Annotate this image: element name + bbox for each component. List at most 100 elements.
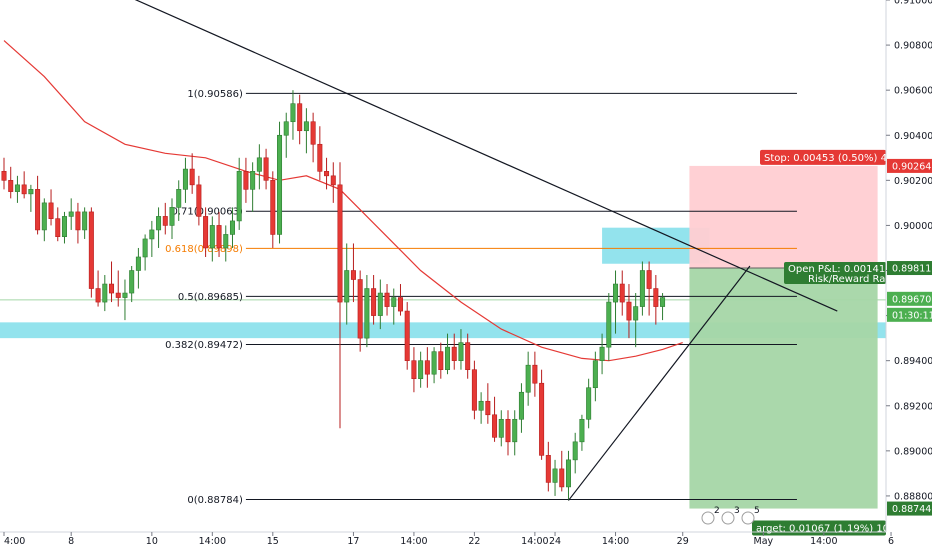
trendlines-layer [0, 0, 838, 501]
pnl-label-box [784, 262, 886, 285]
event-badge-count: 3 [734, 506, 740, 516]
candle-body [216, 225, 222, 249]
candle-body [572, 441, 578, 461]
event-badge-icon[interactable] [701, 511, 715, 525]
candle-body [169, 207, 175, 226]
target-label-text: arget: 0.01067 (1.19%) 106 [756, 524, 895, 535]
price-label-box [887, 261, 932, 276]
candle-body [626, 301, 632, 321]
candle-body [156, 216, 162, 231]
fib-level-label: 0.382(0.89472) [165, 340, 243, 351]
ascending-trendline[interactable] [568, 265, 751, 501]
stop-label-text: Stop: 0.00453 (0.50%) 45 [764, 153, 893, 164]
time-tick-label: 24 [549, 536, 561, 547]
candle-body [337, 184, 343, 303]
candle-body [485, 400, 491, 416]
time-tick-label: 4:00 [4, 536, 25, 547]
time-tick-label: 22 [468, 536, 480, 547]
time-tick-label: May [754, 536, 774, 547]
candle-body [458, 342, 464, 361]
candle-body [122, 292, 128, 298]
fib-level-label: 0(0.88784) [187, 495, 243, 506]
stop-loss-area[interactable] [689, 165, 878, 269]
take-profit-area[interactable] [689, 268, 878, 509]
time-tick-label: 10 [146, 536, 158, 547]
candle-body [586, 387, 592, 420]
candle-body [142, 238, 148, 258]
candle-body [613, 283, 619, 303]
candle-body [189, 168, 195, 186]
fib-level-label: 0.5(0.89685) [178, 292, 243, 303]
candle-body [492, 414, 498, 438]
price-label-box [887, 291, 932, 306]
candle-body [478, 400, 484, 411]
candle-body [371, 288, 377, 316]
stop-label-box [760, 149, 886, 165]
candle-body [14, 184, 20, 192]
candle-body [317, 143, 323, 172]
candle-body [129, 270, 135, 294]
candle-body [512, 418, 518, 443]
candle-body [633, 306, 639, 321]
candle-body [505, 418, 511, 443]
price-axis[interactable]: 0.91000 0.90800 0.90600 0.90400 0.90200 0.900… [885, 0, 932, 550]
event-badge-count: 5 [754, 506, 760, 516]
candle-body [162, 216, 168, 226]
candle-body [277, 134, 283, 235]
candle-body [209, 225, 215, 249]
candle-body [646, 270, 652, 289]
candle-body [532, 364, 538, 384]
candle-body [545, 455, 551, 483]
candle-body [397, 297, 403, 312]
candle-body [115, 292, 121, 298]
candle-body [250, 171, 256, 190]
descending-trendline[interactable] [0, 0, 838, 312]
candle-body [48, 202, 54, 219]
price-tick-label: 0.90000 [894, 221, 932, 232]
candle-body [283, 121, 289, 136]
time-tick-label: 14:00 [521, 536, 548, 547]
candle-body [344, 270, 350, 303]
candle-body [310, 121, 316, 145]
candle-body [35, 189, 41, 231]
candle-body [149, 229, 155, 240]
time-tick-label: 6 [888, 536, 894, 547]
candle-body [619, 283, 625, 303]
pnl-label-text: Open P&L: 0.00141, [788, 264, 888, 275]
candle-body [418, 360, 424, 380]
candle-body [606, 301, 612, 348]
candle-body [498, 418, 504, 438]
candle-body [431, 351, 437, 375]
price-tick-label: 0.89000 [894, 446, 932, 457]
price-tick-label: 0.90400 [894, 131, 932, 142]
candle-body [95, 288, 101, 303]
candle-body [364, 288, 370, 339]
candle-body [135, 256, 141, 271]
price-tick-label: 0.91000 [894, 0, 932, 7]
candle-body [324, 171, 330, 177]
candle-body [8, 180, 14, 192]
candle-body [465, 342, 471, 370]
candle-body [297, 103, 303, 132]
position-layer [689, 165, 878, 509]
candle-body [330, 175, 336, 186]
candle-body [559, 468, 565, 488]
event-badge-icon[interactable] [721, 511, 735, 525]
price-label-text: 0.90264 [892, 161, 931, 172]
candle-body [579, 418, 585, 443]
candle-body [1, 171, 7, 181]
candle-body [391, 297, 397, 307]
time-tick-label: 14:00 [199, 536, 226, 547]
price-label-box [887, 158, 932, 173]
event-badge-icon[interactable] [741, 511, 755, 525]
candle-body [203, 216, 209, 249]
candle-body [223, 234, 229, 249]
time-axis[interactable]: 4:00 8 10 14:00 15 17 14:00 22 14:00 24 14:00 29 May… [0, 531, 894, 547]
candle-body [565, 459, 571, 488]
fib-level-label: 0.618(0.89898) [165, 244, 243, 255]
candle-body [290, 103, 296, 123]
time-tick-label: 17 [347, 536, 359, 547]
candle-body [88, 211, 94, 289]
